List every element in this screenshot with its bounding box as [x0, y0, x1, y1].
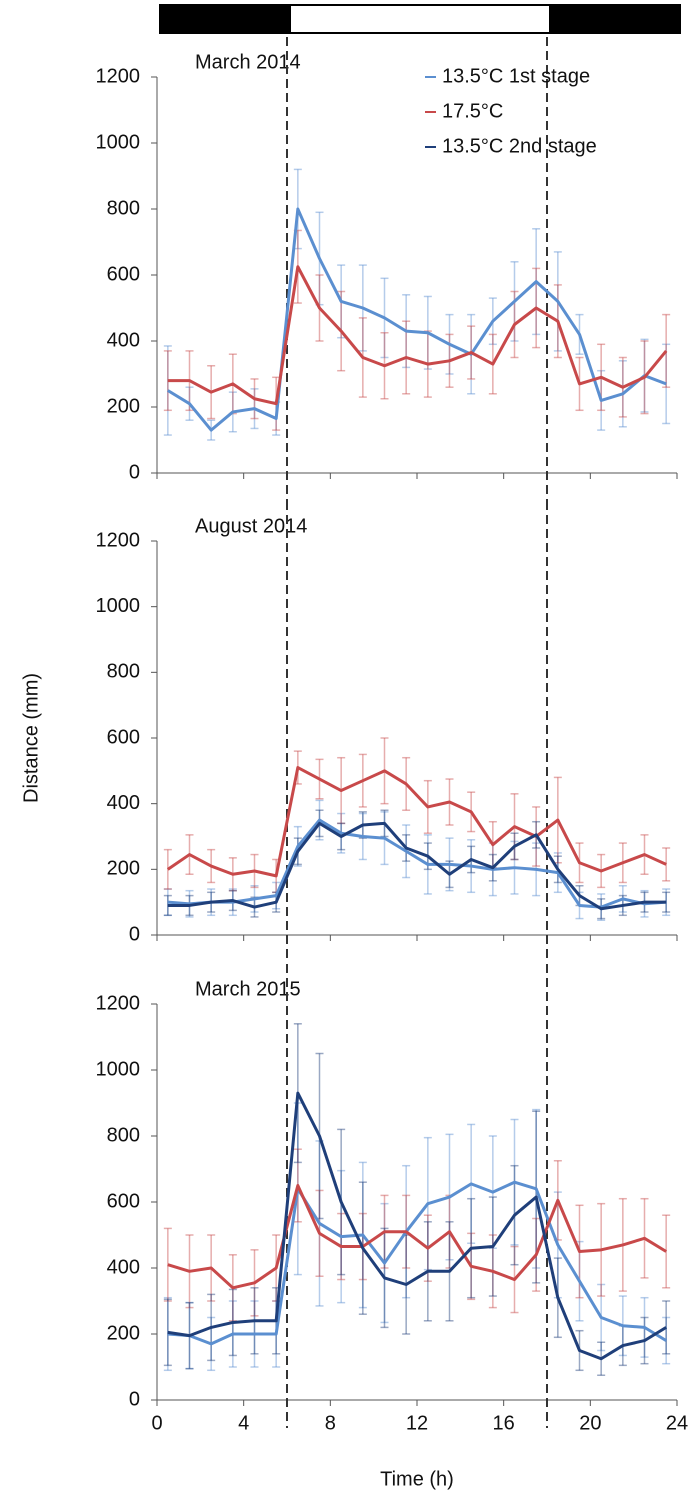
- y-tick-label: 1200: [96, 529, 141, 551]
- x-tick-label: 0: [151, 1412, 162, 1434]
- series-line: [167, 818, 667, 909]
- series-line: [167, 207, 667, 432]
- y-tick-label: 1000: [96, 595, 141, 617]
- x-axis-label: Time (h): [380, 1468, 454, 1490]
- series-line: [167, 821, 667, 911]
- legend-label: 13.5°C 1st stage: [442, 65, 590, 87]
- x-tick-label: 16: [493, 1412, 515, 1434]
- y-tick-label: 800: [107, 197, 140, 219]
- y-tick-label: 0: [129, 461, 140, 483]
- y-tick-label: 800: [107, 1124, 140, 1146]
- y-tick-label: 400: [107, 329, 140, 351]
- panel-title: August 2014: [195, 515, 307, 537]
- photoperiod-bar: [159, 4, 291, 34]
- y-tick-label: 800: [107, 661, 140, 683]
- y-tick-label: 600: [107, 726, 140, 748]
- x-tick-label: 12: [406, 1412, 428, 1434]
- legend-label: 17.5°C: [442, 100, 503, 122]
- x-tick-label: 20: [579, 1412, 601, 1434]
- x-tick-label: 24: [666, 1412, 688, 1434]
- legend-label: 13.5°C 2nd stage: [442, 135, 597, 157]
- y-axis-label: Distance (mm): [20, 673, 42, 803]
- series-line: [167, 1091, 667, 1361]
- series-line: [167, 1180, 667, 1346]
- y-tick-label: 1200: [96, 992, 141, 1014]
- photoperiod-bar: [549, 4, 681, 34]
- y-tick-label: 200: [107, 858, 140, 880]
- y-tick-label: 1000: [96, 131, 141, 153]
- y-tick-label: 600: [107, 263, 140, 285]
- panel-title: March 2015: [195, 978, 301, 1000]
- x-tick-label: 4: [238, 1412, 249, 1434]
- y-tick-label: 400: [107, 792, 140, 814]
- series-line: [166, 766, 667, 878]
- y-tick-label: 600: [107, 1190, 140, 1212]
- series-line: [167, 265, 668, 406]
- panel-title: March 2014: [195, 51, 301, 73]
- y-tick-label: 200: [107, 1322, 140, 1344]
- y-tick-label: 200: [107, 395, 140, 417]
- series-line: [167, 1184, 667, 1290]
- y-tick-label: 1000: [96, 1058, 141, 1080]
- photoperiod-bar: [289, 4, 551, 34]
- y-tick-label: 1200: [96, 65, 141, 87]
- y-tick-label: 0: [129, 923, 140, 945]
- y-tick-label: 400: [107, 1256, 140, 1278]
- x-tick-label: 8: [325, 1412, 336, 1434]
- y-tick-label: 0: [129, 1388, 140, 1410]
